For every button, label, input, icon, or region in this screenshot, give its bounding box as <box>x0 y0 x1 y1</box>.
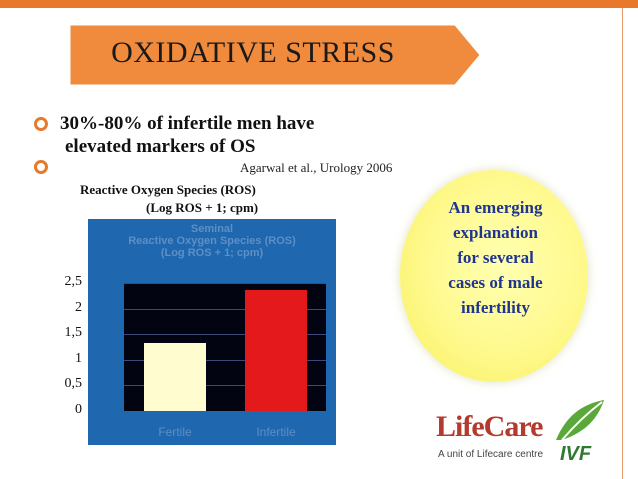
chart-inner-title-line: Reactive Oxygen Species (ROS) <box>128 235 296 247</box>
bullet-line-1: 30%-80% of infertile men have <box>60 113 315 134</box>
chart-bar <box>245 290 307 411</box>
callout-oval <box>400 170 588 382</box>
title-banner <box>70 25 480 85</box>
y-tick-label: 2,5 <box>64 274 83 289</box>
x-tick-label: Fertile <box>158 425 192 439</box>
callout-line: for several <box>457 248 534 267</box>
callout-line: An emerging <box>448 198 543 217</box>
chart-gridline <box>124 385 326 386</box>
chart-caption-line2: (Log ROS + 1; cpm) <box>146 200 259 215</box>
top-accent-band <box>0 0 638 8</box>
callout-text: An emerging explanation for several case… <box>408 195 583 320</box>
bullet-ring-icon <box>34 117 48 131</box>
chart-gridline <box>124 309 326 310</box>
logo-tagline: A unit of Lifecare centre <box>438 449 544 460</box>
logo-ivf: IVF <box>560 443 592 465</box>
y-tick-label: 1,5 <box>64 325 83 340</box>
chart-bar <box>144 343 206 411</box>
callout-line: explanation <box>452 223 539 242</box>
chart-gridline <box>124 360 326 361</box>
callout-line: infertility <box>461 298 530 317</box>
chart-inner-title: Seminal Reactive Oxygen Species (ROS) (L… <box>88 223 336 259</box>
y-tick-label: 1 <box>75 351 82 366</box>
x-tick-label: Infertile <box>256 425 296 439</box>
bullet-ring-icon <box>34 160 48 174</box>
y-tick-label: 2 <box>75 300 82 315</box>
y-tick-label: 0,5 <box>64 376 83 391</box>
callout-line: cases of male <box>448 273 543 292</box>
chart-gridline <box>124 283 326 284</box>
leaf-icon <box>556 400 604 441</box>
chart-inner-title-line: (Log ROS + 1; cpm) <box>160 247 264 259</box>
citation: Agarwal et al., Urology 2006 <box>240 160 393 175</box>
slide-title: OXIDATIVE STRESS <box>111 36 395 69</box>
y-tick-label: 0 <box>75 402 82 417</box>
chart-caption-line1: Reactive Oxygen Species (ROS) <box>80 182 256 197</box>
chart-gridline <box>124 334 326 335</box>
chart-inner-title-line: Seminal <box>190 223 234 235</box>
bullet-text: 30%-80% of infertile men have elevated m… <box>60 112 314 158</box>
bullet-line-2: elevated markers of OS <box>65 136 256 157</box>
right-border-rule <box>622 8 623 479</box>
logo-name: LifeCare <box>436 410 543 443</box>
